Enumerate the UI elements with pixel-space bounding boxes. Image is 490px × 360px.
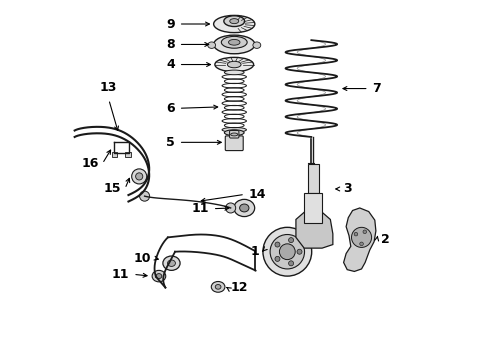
- Ellipse shape: [163, 256, 180, 270]
- Circle shape: [279, 244, 295, 260]
- Ellipse shape: [227, 61, 241, 68]
- Text: 13: 13: [100, 81, 118, 94]
- Ellipse shape: [240, 204, 249, 212]
- Ellipse shape: [222, 127, 246, 132]
- Circle shape: [275, 242, 280, 247]
- Circle shape: [360, 242, 364, 246]
- Circle shape: [225, 203, 236, 213]
- Circle shape: [289, 261, 294, 266]
- Text: 12: 12: [231, 281, 248, 294]
- Bar: [125, 152, 131, 157]
- Ellipse shape: [214, 15, 255, 33]
- Ellipse shape: [168, 260, 175, 266]
- Circle shape: [351, 227, 371, 247]
- Ellipse shape: [208, 42, 216, 48]
- Text: 3: 3: [343, 183, 352, 195]
- Text: 8: 8: [167, 38, 175, 51]
- Circle shape: [140, 191, 149, 201]
- Ellipse shape: [224, 130, 244, 135]
- Text: 2: 2: [381, 233, 389, 246]
- Ellipse shape: [230, 19, 239, 24]
- Bar: [112, 152, 117, 157]
- Text: 9: 9: [167, 18, 175, 31]
- Circle shape: [354, 232, 358, 236]
- Circle shape: [289, 238, 294, 243]
- Ellipse shape: [132, 169, 147, 184]
- Circle shape: [363, 230, 367, 234]
- Circle shape: [275, 256, 280, 261]
- Ellipse shape: [234, 199, 255, 217]
- Circle shape: [270, 234, 304, 269]
- Text: 11: 11: [192, 202, 209, 215]
- Text: 10: 10: [134, 252, 151, 265]
- Text: 7: 7: [372, 82, 381, 95]
- Text: 14: 14: [248, 188, 266, 201]
- Ellipse shape: [253, 42, 261, 48]
- Ellipse shape: [152, 270, 166, 282]
- Ellipse shape: [215, 57, 254, 72]
- FancyBboxPatch shape: [230, 131, 239, 138]
- Ellipse shape: [136, 173, 143, 180]
- Ellipse shape: [215, 284, 221, 289]
- Ellipse shape: [231, 133, 238, 136]
- Ellipse shape: [211, 282, 225, 292]
- Text: 4: 4: [166, 58, 175, 71]
- Text: 16: 16: [81, 157, 98, 170]
- Bar: [308, 164, 319, 193]
- Ellipse shape: [221, 36, 247, 48]
- Text: 1: 1: [250, 244, 259, 257]
- Polygon shape: [296, 212, 333, 248]
- Polygon shape: [343, 208, 376, 271]
- Ellipse shape: [214, 35, 255, 54]
- Circle shape: [263, 227, 312, 276]
- Text: 15: 15: [104, 183, 122, 195]
- Text: 11: 11: [112, 268, 129, 281]
- Ellipse shape: [224, 70, 244, 75]
- Ellipse shape: [228, 40, 240, 45]
- Bar: [304, 193, 322, 223]
- Ellipse shape: [224, 16, 245, 27]
- Text: 6: 6: [167, 102, 175, 115]
- Circle shape: [297, 249, 302, 254]
- Ellipse shape: [156, 274, 162, 279]
- Text: 5: 5: [166, 136, 175, 149]
- FancyBboxPatch shape: [225, 136, 243, 150]
